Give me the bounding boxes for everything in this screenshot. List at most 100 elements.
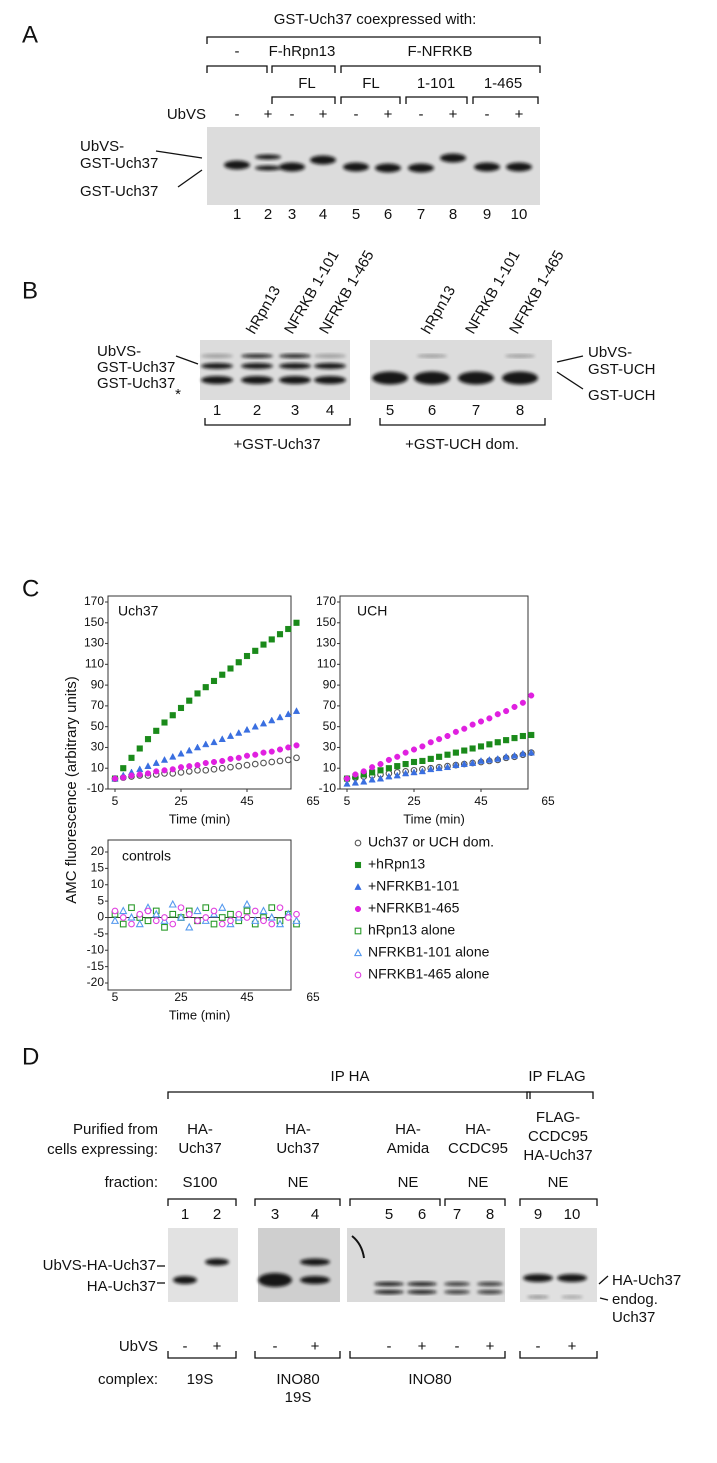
point xyxy=(128,920,135,928)
point xyxy=(152,917,160,925)
point xyxy=(343,779,351,787)
point xyxy=(460,760,468,767)
source-label: HA-Uch37 xyxy=(523,1147,592,1164)
point xyxy=(485,755,493,763)
legend-marker xyxy=(354,861,362,869)
complex-label: 19S xyxy=(285,1389,312,1406)
lane-header: hRpn13 xyxy=(418,283,459,337)
point xyxy=(260,759,267,767)
x-tick-label: 45 xyxy=(240,794,254,808)
point xyxy=(119,920,127,928)
fraction-label: NE xyxy=(288,1174,309,1191)
band xyxy=(440,153,466,163)
point xyxy=(477,757,485,764)
point xyxy=(519,699,526,706)
y-axis-label: AMC fluorescence (arbitrary units) xyxy=(63,676,80,904)
sign: - xyxy=(419,106,424,123)
point xyxy=(252,647,259,654)
lane-number: 5 xyxy=(352,206,360,223)
band xyxy=(375,163,401,173)
point xyxy=(343,775,351,782)
point xyxy=(202,740,210,748)
source-label: FLAG- xyxy=(536,1109,580,1126)
point xyxy=(368,775,376,783)
band xyxy=(444,1282,470,1286)
connector xyxy=(175,355,199,365)
band xyxy=(523,1274,553,1282)
point xyxy=(469,759,477,766)
band xyxy=(205,1258,229,1266)
point xyxy=(527,748,535,756)
band xyxy=(374,1290,404,1294)
legend-marker xyxy=(354,905,362,913)
lane-number: 3 xyxy=(288,206,296,223)
legend-entry: NFRKB1-465 alone xyxy=(368,966,490,982)
bracket xyxy=(472,96,539,104)
point xyxy=(251,907,259,915)
bracket xyxy=(519,1198,598,1206)
point xyxy=(285,625,292,633)
point xyxy=(502,752,510,760)
row-label: complex: xyxy=(98,1371,158,1388)
point xyxy=(444,751,451,758)
band xyxy=(173,1276,197,1284)
point xyxy=(486,741,493,748)
point xyxy=(251,760,259,768)
sign: + xyxy=(486,1338,495,1355)
point xyxy=(226,732,235,739)
point xyxy=(259,906,268,915)
point xyxy=(469,721,476,728)
point xyxy=(161,914,168,921)
point xyxy=(494,754,502,762)
subgroup-label: 1-101 xyxy=(417,75,455,92)
y-tick-label: 130 xyxy=(84,636,104,650)
sign: - xyxy=(387,1338,392,1355)
y-tick-label: 170 xyxy=(316,594,336,608)
point xyxy=(519,749,527,757)
legend-marker xyxy=(354,927,362,935)
point xyxy=(136,910,144,918)
point xyxy=(120,765,127,772)
subgroup-label: FL xyxy=(298,75,316,92)
point xyxy=(127,912,136,921)
point xyxy=(494,739,501,746)
point xyxy=(210,738,218,746)
source-label: CCDC95 xyxy=(448,1140,508,1157)
point xyxy=(369,769,376,776)
point xyxy=(227,763,234,771)
bracket xyxy=(271,96,336,104)
point xyxy=(193,743,202,751)
sign: - xyxy=(485,106,490,123)
y-tick-label: 30 xyxy=(91,740,105,754)
point xyxy=(202,914,210,921)
point xyxy=(210,758,218,766)
bracket xyxy=(379,418,546,426)
point xyxy=(402,769,410,777)
lane-number: 6 xyxy=(428,402,436,419)
fraction-label: NE xyxy=(468,1174,489,1191)
point xyxy=(119,906,128,915)
source-label: Uch37 xyxy=(178,1140,221,1157)
point xyxy=(194,762,201,769)
point xyxy=(235,762,243,770)
group-label: - xyxy=(235,43,240,60)
point xyxy=(120,774,127,781)
point xyxy=(510,751,519,759)
point xyxy=(218,735,226,742)
ip-label: IP FLAG xyxy=(528,1068,585,1085)
point xyxy=(259,719,268,727)
point xyxy=(152,759,160,766)
point xyxy=(528,692,535,699)
point xyxy=(186,763,193,770)
point xyxy=(144,907,152,915)
point xyxy=(177,769,185,776)
band-label: Uch37 xyxy=(612,1309,655,1326)
complex-label: INO80 xyxy=(408,1371,451,1388)
point xyxy=(377,767,384,774)
point xyxy=(268,748,275,755)
y-tick-label: 10 xyxy=(91,760,105,774)
fraction-label: S100 xyxy=(182,1174,217,1191)
lane-number: 4 xyxy=(326,402,334,419)
point xyxy=(168,899,177,908)
subgroup-label: FL xyxy=(362,75,380,92)
